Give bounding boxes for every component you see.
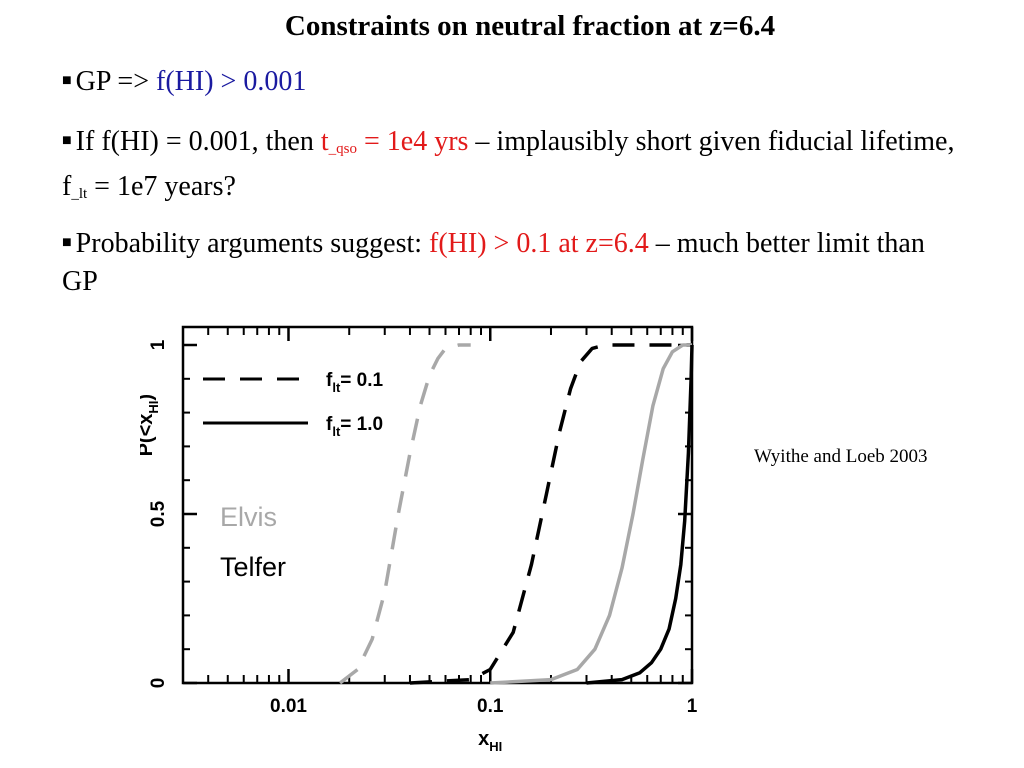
x-tick-label: 0.01 xyxy=(270,696,307,717)
x-tick-label: 1 xyxy=(687,696,698,717)
plot-frame xyxy=(181,325,694,685)
probability-chart: 0 0.5 1 0.01 0.1 1 xHI P(<xHI) flt= 0.1 flt= 1.0 E… xyxy=(140,325,698,754)
bullet-gp: ■ GP => f(HI) > 0.001 xyxy=(62,62,962,101)
legend-label: flt= 1.0 xyxy=(326,414,383,439)
bullet-probability-highlight: f(HI) > 0.1 at z=6.4 xyxy=(429,228,649,259)
bullet-gp-text: GP => xyxy=(75,66,157,97)
f-lt-subscript: _lt xyxy=(71,186,88,202)
bullet-lifetime-pre: If f(HI) = 0.001, then xyxy=(75,126,321,157)
t-qso-value: = 1e4 yrs xyxy=(356,126,469,157)
series-line-elvis-dashed xyxy=(338,343,471,685)
legend-label-sub: lt xyxy=(332,424,341,439)
y-axis-label-sub: HI xyxy=(146,401,161,414)
t-qso-subscript: _qso xyxy=(328,141,357,157)
annotation-elvis: Elvis xyxy=(220,502,277,532)
y-tick-label: 1 xyxy=(148,339,169,350)
y-tick-label: 0.5 xyxy=(148,500,169,527)
legend-label: flt= 0.1 xyxy=(326,370,384,395)
bullet-square-icon: ■ xyxy=(62,132,72,149)
citation: Wyithe and Loeb 2003 xyxy=(754,446,928,467)
legend-label-value: = 0.1 xyxy=(340,370,383,391)
bullet-probability-pre: Probability arguments suggest: xyxy=(75,228,430,259)
series-line-telfer-dashed xyxy=(409,343,692,685)
bullet-lifetime-mid: – implausibly short given fiducial lifet… xyxy=(62,126,955,202)
y-tick-label: 0 xyxy=(148,678,169,689)
bullet-probability-post: – much better limit than GP xyxy=(62,228,925,297)
x-axis-label: xHI xyxy=(478,728,502,754)
bullet-square-icon: ■ xyxy=(62,234,72,251)
bullet-lifetime-end: = 1e7 years? xyxy=(87,171,236,202)
x-axis-label-sub: HI xyxy=(489,739,502,754)
bullet-probability: ■ Probability arguments suggest: f(HI) > … xyxy=(62,224,962,301)
y-axis-label: P(<xHI) xyxy=(140,394,161,456)
series-line-elvis-solid xyxy=(490,343,692,685)
bullet-lifetime: ■ If f(HI) = 0.001, then t_qso = 1e4 yrs … xyxy=(62,122,962,213)
bullet-gp-highlight: f(HI) > 0.001 xyxy=(156,66,307,97)
legend-label-value: = 1.0 xyxy=(340,414,383,435)
y-axis-label-close: ) xyxy=(140,394,157,401)
series-line-telfer-solid xyxy=(586,344,694,685)
x-tick-label: 0.1 xyxy=(477,696,504,717)
annotation-telfer: Telfer xyxy=(220,552,286,582)
slide-title: Constraints on neutral fraction at z=6.4 xyxy=(284,10,776,42)
t-qso-symbol: t xyxy=(320,126,329,157)
bullet-square-icon: ■ xyxy=(62,72,72,89)
legend-label-sub: lt xyxy=(332,380,341,395)
